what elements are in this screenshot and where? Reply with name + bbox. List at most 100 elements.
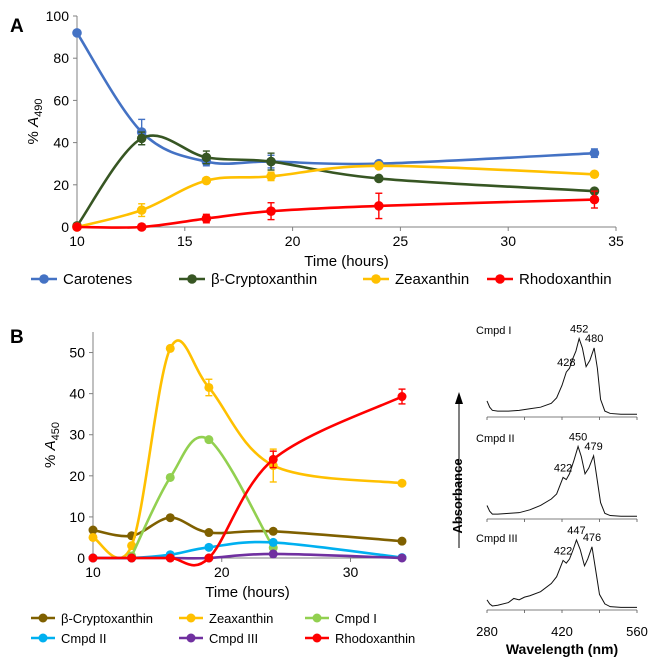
series-line xyxy=(92,339,403,560)
legend-entry: Zeaxanthin xyxy=(363,271,469,288)
legend-label: β-Cryptoxanthin xyxy=(211,271,317,288)
series-zeaxanthin xyxy=(88,339,407,560)
legend-marker xyxy=(312,613,322,623)
data-point xyxy=(589,169,600,180)
data-point xyxy=(397,478,407,488)
data-point xyxy=(136,222,147,232)
y-tick-label: 50 xyxy=(69,345,85,361)
data-point xyxy=(374,173,384,184)
data-point xyxy=(266,206,276,216)
y-axis-title: % A450 xyxy=(42,422,62,468)
spectrum-line xyxy=(486,336,637,415)
spectrum-line xyxy=(486,444,637,517)
legend-entry: β-Cryptoxanthin xyxy=(179,271,317,288)
x-axis-title: Time (hours) xyxy=(304,253,388,270)
peak-label: 476 xyxy=(583,532,601,544)
legend-marker xyxy=(187,274,197,284)
data-point xyxy=(165,472,175,482)
legend-marker xyxy=(186,633,196,643)
y-tick-label: 30 xyxy=(69,427,85,443)
data-point xyxy=(204,553,214,563)
series-rhodoxanthin xyxy=(72,190,600,232)
peak-label: 428 xyxy=(557,357,575,369)
y-axis-title-subscript: 450 xyxy=(50,422,62,440)
x-tick-label: 20 xyxy=(285,233,301,249)
series-line xyxy=(130,435,275,557)
legend-entry: β-Cryptoxanthin xyxy=(31,611,153,626)
legend-label: Rhodoxanthin xyxy=(335,631,415,646)
legend-marker xyxy=(38,633,48,643)
data-point xyxy=(268,526,278,536)
data-point xyxy=(72,28,82,38)
data-point xyxy=(201,152,212,163)
legend-marker xyxy=(495,274,505,284)
y-tick-label: 100 xyxy=(46,8,70,24)
data-point xyxy=(268,537,278,547)
y-tick-label: 40 xyxy=(69,386,85,402)
legend-label: Cmpd II xyxy=(61,631,107,646)
data-point xyxy=(136,133,147,144)
data-point xyxy=(72,222,82,232)
data-point xyxy=(204,382,214,392)
y-axis-title-prefix: % xyxy=(25,127,42,145)
peak-label: 480 xyxy=(585,333,603,345)
peak-label: 422 xyxy=(554,462,572,474)
spectrum-x-tick-label: 280 xyxy=(476,624,498,639)
data-point xyxy=(268,549,278,559)
y-axis-title: % A490 xyxy=(25,99,45,145)
series-carotenes xyxy=(72,28,600,169)
x-axis-title: Time (hours) xyxy=(205,584,289,601)
panel-label-a: A xyxy=(10,16,24,37)
peak-label: 450 xyxy=(569,431,587,443)
spectrum-x-tick-label: 420 xyxy=(551,624,573,639)
legend-entry: Cmpd I xyxy=(305,611,377,626)
absorbance-arrow-head xyxy=(455,392,463,404)
data-point xyxy=(165,343,175,353)
data-point xyxy=(374,161,384,171)
legend-label: Zeaxanthin xyxy=(209,611,273,626)
legend-marker xyxy=(186,613,196,623)
series-line xyxy=(76,164,595,229)
legend-label: Carotenes xyxy=(63,271,132,288)
x-tick-label: 25 xyxy=(393,233,409,249)
data-point xyxy=(397,553,407,563)
legend-label: Rhodoxanthin xyxy=(519,271,612,288)
data-point xyxy=(589,148,600,158)
spectrum-x-axis-title: Wavelength (nm) xyxy=(506,641,618,657)
data-point xyxy=(127,541,137,551)
legend-entry: Carotenes xyxy=(31,271,132,288)
data-point xyxy=(204,435,214,445)
x-tick-label: 10 xyxy=(85,564,101,580)
data-point xyxy=(201,175,212,186)
legend-label: Cmpd III xyxy=(209,631,258,646)
legend-entry: Rhodoxanthin xyxy=(487,271,612,288)
y-axis-title-prefix: % xyxy=(42,450,59,468)
data-point xyxy=(127,553,137,563)
data-point xyxy=(88,532,98,542)
data-point xyxy=(88,553,98,563)
y-axis-title-variable: A xyxy=(42,440,59,451)
series-line xyxy=(75,134,595,227)
spectrum-y-axis-title: Absorbance xyxy=(450,458,465,533)
data-point xyxy=(201,213,212,224)
legend-entry: Cmpd II xyxy=(31,631,107,646)
series-rhodoxanthin xyxy=(88,388,407,567)
panel-label-b: B xyxy=(10,327,24,348)
y-tick-label: 0 xyxy=(61,219,69,235)
spectrum-line xyxy=(486,538,637,608)
x-tick-label: 30 xyxy=(500,233,516,249)
y-tick-label: 20 xyxy=(53,177,69,193)
peak-label: 422 xyxy=(554,545,572,557)
spectrum-title: Cmpd I xyxy=(476,325,511,337)
data-point xyxy=(374,201,384,211)
legend-marker xyxy=(371,274,381,284)
x-tick-label: 30 xyxy=(343,564,359,580)
data-point xyxy=(266,156,276,167)
data-point xyxy=(266,171,276,182)
data-point xyxy=(397,392,407,402)
